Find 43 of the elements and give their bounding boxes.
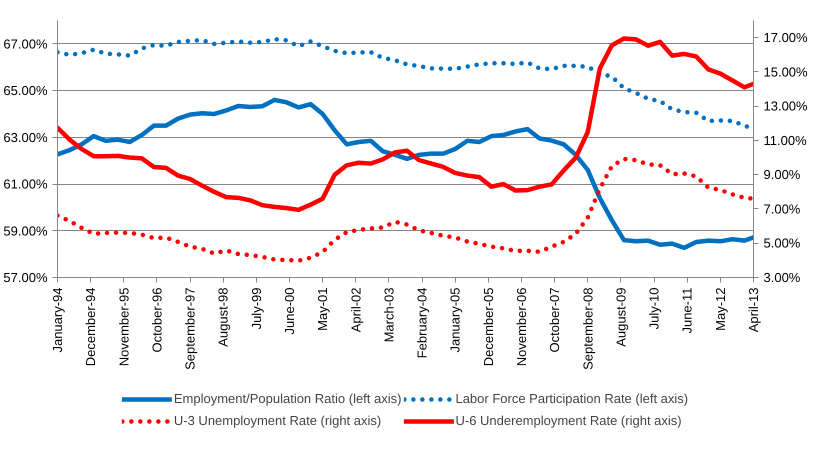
y2-tick-label: 15.00% bbox=[764, 64, 808, 80]
y2-tick-label: 5.00% bbox=[764, 236, 801, 251]
y2-tick-label: 13.00% bbox=[764, 98, 808, 114]
x-tick-label: April-13 bbox=[746, 288, 761, 332]
y2-tick-label: 9.00% bbox=[764, 167, 801, 182]
legend-label: U-6 Underemployment Rate (right axis) bbox=[455, 413, 682, 428]
x-tick-label: June-11 bbox=[680, 288, 695, 334]
x-tick-label: January-94 bbox=[50, 287, 65, 353]
x-tick-label: April-02 bbox=[348, 288, 364, 332]
line-series bbox=[58, 156, 754, 263]
y2-tick-label: 11.00% bbox=[764, 132, 808, 148]
y2-tick-label: 17.00% bbox=[764, 30, 808, 46]
y2-tick-label: 3.00% bbox=[764, 270, 801, 285]
x-tick-label: September-08 bbox=[580, 287, 596, 370]
line-series bbox=[58, 98, 754, 250]
x-tick-label: May-01 bbox=[315, 287, 330, 331]
y2-tick-label: 7.00% bbox=[764, 201, 801, 216]
y-tick-label: 65.00% bbox=[3, 83, 48, 98]
x-tick-label: May-12 bbox=[712, 287, 728, 331]
x-tick-label: July-99 bbox=[248, 287, 264, 330]
line-series bbox=[58, 36, 754, 212]
x-tick-label: November-95 bbox=[116, 287, 132, 366]
x-tick-label: September-97 bbox=[182, 287, 198, 370]
y-tick-label: 57.00% bbox=[3, 270, 48, 285]
x-tick-label: June-00 bbox=[282, 287, 297, 334]
x-tick-label: December-05 bbox=[480, 287, 496, 366]
y-tick-label: 67.00% bbox=[3, 36, 48, 52]
x-tick-label: July-10 bbox=[646, 287, 662, 330]
y-tick-label: 63.00% bbox=[3, 130, 48, 145]
x-tick-label: August-98 bbox=[216, 287, 231, 347]
x-tick-label: August-09 bbox=[613, 287, 628, 347]
x-tick-label: October-07 bbox=[547, 287, 562, 353]
legend-label: Employment/Population Ratio (left axis) bbox=[174, 391, 402, 406]
legend-label: Labor Force Participation Rate (left axis) bbox=[455, 391, 688, 406]
x-tick-label: December-94 bbox=[83, 287, 98, 366]
x-tick-label: January-05 bbox=[448, 287, 463, 353]
x-tick-label: February-04 bbox=[414, 287, 430, 358]
x-tick-label: October-96 bbox=[149, 287, 164, 353]
y-tick-label: 61.00% bbox=[3, 176, 48, 192]
legend-label: U-3 Unemployment Rate (right axis) bbox=[174, 413, 382, 428]
x-tick-label: March-03 bbox=[381, 287, 396, 342]
x-tick-label: November-06 bbox=[514, 287, 529, 366]
y-tick-label: 59.00% bbox=[3, 223, 48, 238]
